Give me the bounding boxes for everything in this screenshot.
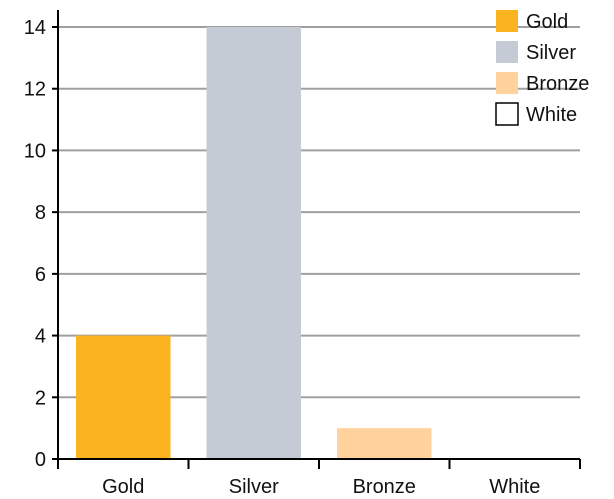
legend-swatch-silver xyxy=(496,41,518,63)
bar-gold xyxy=(76,335,171,459)
legend-label-bronze: Bronze xyxy=(526,73,589,95)
legend-label-gold: Gold xyxy=(526,11,568,33)
x-tick-label-silver: Silver xyxy=(229,476,279,498)
bars xyxy=(76,27,432,459)
y-tick-label-0: 0 xyxy=(35,449,46,471)
legend: Gold Silver Bronze White xyxy=(495,10,589,126)
legend-swatch-gold xyxy=(496,10,518,32)
bar-bronze xyxy=(337,428,432,459)
y-tick-label-6: 6 xyxy=(35,264,46,286)
y-axis-ticks: 0 2 4 6 8 10 12 14 xyxy=(24,17,58,471)
x-tick-label-white: White xyxy=(489,476,540,498)
x-tick-label-gold: Gold xyxy=(102,476,144,498)
x-tick-label-bronze: Bronze xyxy=(353,476,416,498)
legend-label-silver: Silver xyxy=(526,42,576,64)
y-tick-label-10: 10 xyxy=(24,140,46,162)
legend-label-white: White xyxy=(526,104,577,126)
y-tick-label-14: 14 xyxy=(24,17,46,39)
y-tick-label-8: 8 xyxy=(35,202,46,224)
x-axis-ticks: Gold Silver Bronze White xyxy=(57,459,581,498)
legend-swatch-white xyxy=(495,102,519,126)
bar-silver xyxy=(206,27,301,459)
y-tick-label-2: 2 xyxy=(35,387,46,409)
y-tick-label-4: 4 xyxy=(35,326,46,348)
y-tick-label-12: 12 xyxy=(24,79,46,101)
legend-swatch-bronze xyxy=(496,72,518,94)
